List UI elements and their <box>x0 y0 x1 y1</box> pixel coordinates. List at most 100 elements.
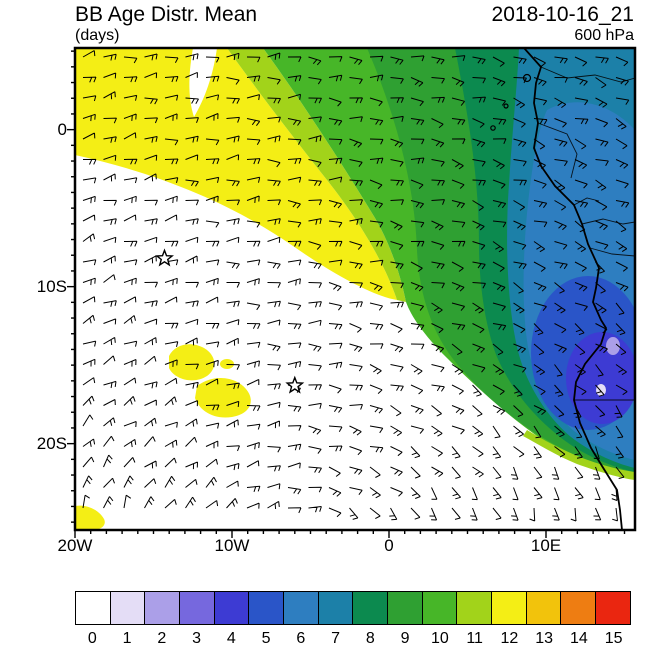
colorbar-cell-13 <box>525 591 562 625</box>
wind-barb <box>164 138 179 146</box>
wind-barb <box>390 261 404 270</box>
wind-barb <box>492 159 505 170</box>
wind-barb <box>185 479 198 488</box>
wind-barb <box>390 77 404 84</box>
wind-barb <box>164 359 178 367</box>
wind-barb <box>103 236 117 243</box>
wind-barb <box>389 507 398 521</box>
wind-barb <box>369 97 383 107</box>
wind-barb <box>615 138 628 150</box>
wind-barb <box>205 476 217 488</box>
wind-barb <box>349 301 363 308</box>
wind-barb <box>144 199 158 206</box>
wind-barb <box>82 132 96 140</box>
wind-barb <box>267 52 281 60</box>
wind-barb <box>205 113 219 121</box>
datetime-label: 2018-10-16_21 <box>491 3 634 26</box>
wind-barb <box>226 300 240 308</box>
wind-barb <box>103 417 116 427</box>
wind-barb <box>308 56 322 66</box>
wind-barb <box>570 507 577 522</box>
wind-barb <box>82 214 96 222</box>
wind-barb <box>267 179 281 187</box>
african-coastline <box>523 48 623 530</box>
wind-barb <box>123 377 137 386</box>
wind-barb <box>574 487 584 500</box>
wind-barb <box>533 446 542 459</box>
wind-barb <box>390 446 403 457</box>
wind-barb <box>144 436 156 447</box>
wind-barb <box>574 241 586 253</box>
wind-barb <box>123 76 138 83</box>
wind-barb <box>123 277 137 286</box>
star-marker <box>285 375 305 394</box>
wind-barb <box>246 485 261 492</box>
wind-barb <box>164 56 179 63</box>
wind-barb <box>205 195 219 204</box>
wind-barb <box>472 159 486 167</box>
wind-barb <box>390 199 404 205</box>
wind-barb <box>615 364 627 376</box>
wind-barb <box>144 136 158 143</box>
wind-barb <box>144 460 157 469</box>
colorbar-cell-4 <box>213 591 250 625</box>
wind-barb <box>185 199 199 206</box>
wind-barb <box>349 97 363 104</box>
wind-barb <box>144 300 158 307</box>
wind-barb <box>533 138 546 150</box>
wind-barb <box>164 341 179 348</box>
wind-barb <box>615 77 629 86</box>
wind-barb <box>615 466 625 479</box>
colorbar-label: 14 <box>569 630 588 647</box>
wind-barb <box>328 466 341 477</box>
wind-barb <box>103 496 114 509</box>
wind-barb <box>123 475 134 488</box>
colorbar-label: 7 <box>331 630 341 647</box>
wind-barb <box>308 466 322 474</box>
wind-barb <box>103 136 117 143</box>
wind-barb <box>103 117 117 124</box>
colorbar-label: 3 <box>192 630 202 647</box>
wind-barb <box>431 466 444 477</box>
wind-barb <box>612 507 618 522</box>
wind-barb <box>246 423 261 430</box>
wind-barb <box>431 199 445 205</box>
wind-barb <box>185 117 199 123</box>
wind-barb <box>349 466 363 475</box>
wind-barb <box>185 281 199 288</box>
colorbar-label: 10 <box>430 630 449 647</box>
contour-yellow-patch <box>220 359 234 369</box>
wind-barb <box>267 261 281 269</box>
wind-barb <box>103 477 115 488</box>
wind-barb <box>574 138 587 150</box>
wind-barb <box>451 55 466 61</box>
wind-barb <box>410 220 425 228</box>
colorbar-label: 1 <box>122 630 132 647</box>
wind-barb <box>287 75 302 82</box>
wind-barb <box>595 200 608 211</box>
wind-barb <box>574 159 588 169</box>
wind-barb <box>595 77 607 89</box>
wind-barb <box>369 282 383 292</box>
wind-barb <box>554 343 567 354</box>
wind-barb <box>226 419 239 428</box>
wind-barb <box>226 179 240 187</box>
wind-barb <box>410 323 425 331</box>
wind-barb <box>287 405 302 412</box>
wind-barb <box>554 405 565 417</box>
wind-barb <box>287 138 302 145</box>
wind-barb <box>390 282 404 289</box>
wind-barb <box>185 71 198 78</box>
wind-barb <box>369 118 384 126</box>
wind-barb <box>369 200 383 209</box>
wind-barb <box>513 97 525 109</box>
wind-barb <box>103 355 116 365</box>
contour-purple-speck <box>596 384 606 396</box>
wind-barb <box>82 456 95 468</box>
wind-barb <box>205 277 219 286</box>
wind-barb <box>513 118 526 128</box>
lat-tick-label-20s: 20S <box>36 434 67 453</box>
wind-barb <box>185 461 198 470</box>
wind-barb <box>492 97 506 106</box>
wind-barb <box>103 72 117 79</box>
